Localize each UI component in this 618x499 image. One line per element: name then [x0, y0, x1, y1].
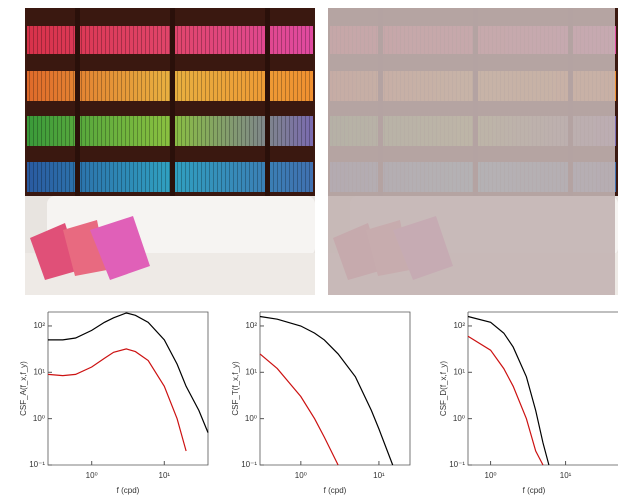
y-axis-label: CSF_A(f_x,f_y)	[19, 361, 28, 416]
x-axis-label: f (cpd)	[117, 486, 140, 495]
x-tick-label: 10¹	[560, 471, 572, 480]
curve	[467, 335, 544, 466]
plot-frame	[47, 311, 209, 466]
y-tick-label: 10²	[33, 321, 45, 330]
x-tick-label: 10⁰	[86, 471, 98, 480]
x-tick-label: 10¹	[159, 471, 171, 480]
curve	[467, 315, 550, 466]
y-tick-label: 10²	[453, 321, 465, 330]
x-tick-label: 10⁰	[295, 471, 307, 480]
y-tick-label: 10⁻¹	[241, 460, 257, 469]
x-axis-label: f (cpd)	[523, 486, 546, 495]
x-axis-label: f (cpd)	[324, 486, 347, 495]
photo-original	[25, 8, 315, 295]
y-tick-label: 10¹	[245, 367, 257, 376]
y-tick-label: 10⁰	[245, 414, 257, 423]
y-axis-label: CSF_D(f_x,f_y)	[439, 361, 448, 416]
y-tick-label: 10⁻¹	[29, 460, 45, 469]
y-tick-label: 10⁻¹	[449, 460, 465, 469]
y-tick-label: 10¹	[33, 367, 45, 376]
plot-frame	[259, 311, 411, 466]
curve	[47, 348, 187, 452]
y-tick-label: 10⁰	[33, 414, 45, 423]
x-tick-label: 10¹	[373, 471, 385, 480]
photo-filtered	[328, 8, 618, 295]
curve	[259, 353, 339, 466]
curve	[48, 312, 209, 433]
x-tick-label: 10⁰	[485, 471, 497, 480]
y-axis-label: CSF_T(f_x,f_y)	[231, 361, 240, 416]
y-tick-label: 10¹	[453, 367, 465, 376]
y-tick-label: 10⁰	[453, 414, 465, 423]
curve	[259, 315, 394, 466]
y-tick-label: 10²	[245, 321, 257, 330]
